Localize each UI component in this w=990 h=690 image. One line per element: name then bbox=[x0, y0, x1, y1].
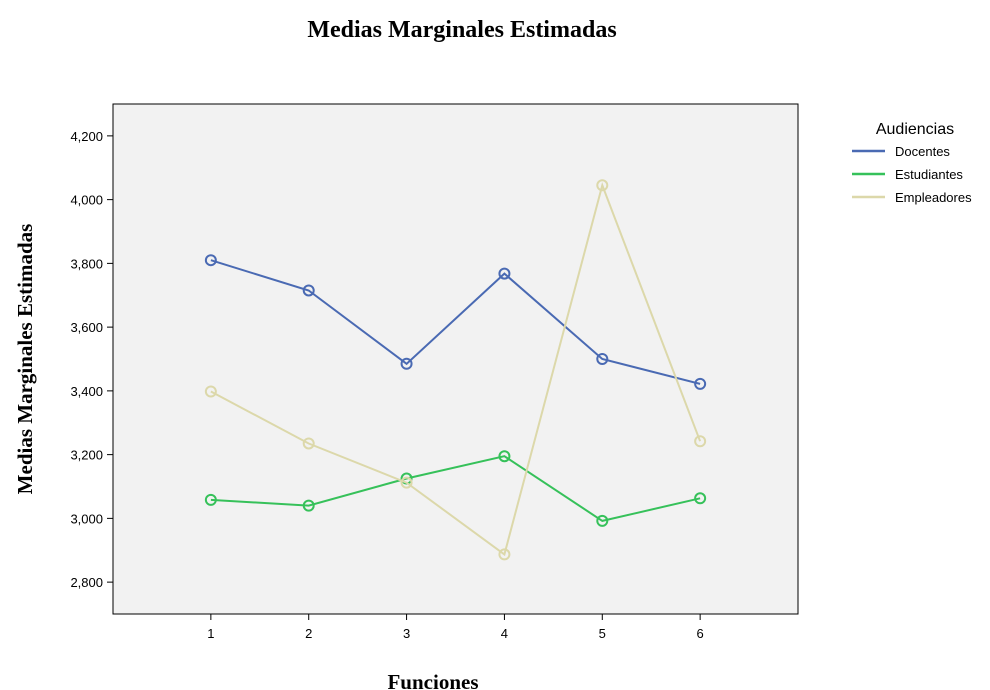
legend: Audiencias Docentes Estudiantes Empleadore… bbox=[852, 121, 972, 205]
x-axis: 1 2 3 4 5 6 bbox=[207, 614, 704, 641]
y-tick-label: 2,800 bbox=[70, 575, 103, 590]
legend-label: Docentes bbox=[895, 144, 950, 159]
chart-title: Medias Marginales Estimadas bbox=[307, 17, 616, 43]
y-tick-label: 3,800 bbox=[70, 256, 103, 271]
legend-item-empleadores: Empleadores bbox=[852, 190, 972, 205]
x-tick-label: 2 bbox=[305, 626, 312, 641]
legend-label: Estudiantes bbox=[895, 167, 963, 182]
y-tick-label: 3,600 bbox=[70, 320, 103, 335]
data-point-estudiantes bbox=[204, 493, 217, 506]
plot-area bbox=[112, 103, 799, 615]
data-point-estudiantes bbox=[498, 450, 511, 463]
series-layer bbox=[204, 179, 707, 561]
data-point-empleadores bbox=[596, 179, 609, 192]
series-empleadores bbox=[204, 179, 707, 561]
y-tick-label: 4,000 bbox=[70, 193, 103, 208]
data-point-estudiantes bbox=[596, 514, 609, 527]
data-point-docentes bbox=[694, 377, 707, 390]
series-docentes bbox=[204, 254, 707, 390]
series-line-empleadores bbox=[210, 182, 702, 557]
x-axis-label: Funciones bbox=[387, 670, 478, 690]
x-tick-label: 5 bbox=[599, 626, 606, 641]
data-point-empleadores bbox=[400, 476, 413, 489]
data-point-docentes bbox=[596, 353, 609, 365]
series-line-docentes bbox=[210, 259, 701, 385]
data-point-estudiantes bbox=[694, 492, 707, 505]
data-point-docentes bbox=[302, 284, 315, 297]
y-tick-label: 3,400 bbox=[70, 384, 103, 399]
series-line-estudiantes bbox=[210, 455, 701, 522]
data-point-estudiantes bbox=[302, 499, 315, 512]
x-tick-label: 4 bbox=[501, 626, 508, 641]
y-tick-label: 3,200 bbox=[70, 448, 103, 463]
legend-title: Audiencias bbox=[876, 121, 954, 138]
data-point-empleadores bbox=[694, 435, 707, 448]
data-point-empleadores bbox=[498, 548, 511, 561]
legend-label: Empleadores bbox=[895, 190, 972, 205]
data-point-docentes bbox=[498, 267, 511, 280]
y-tick-label: 4,200 bbox=[70, 129, 103, 144]
x-tick-label: 1 bbox=[207, 626, 214, 641]
y-axis-label: Medias Marginales Estimadas bbox=[13, 224, 37, 495]
x-tick-label: 3 bbox=[403, 626, 410, 641]
series-estudiantes bbox=[204, 450, 707, 527]
legend-item-docentes: Docentes bbox=[852, 144, 950, 159]
x-tick-label: 6 bbox=[697, 626, 704, 641]
data-point-empleadores bbox=[302, 437, 315, 450]
data-point-docentes bbox=[204, 254, 217, 267]
data-point-docentes bbox=[400, 357, 413, 370]
y-axis: 2,800 3,000 3,200 3,400 3,600 3,800 4,000 4,200 bbox=[70, 129, 113, 590]
data-point-empleadores bbox=[204, 385, 217, 398]
legend-item-estudiantes: Estudiantes bbox=[852, 167, 963, 182]
y-tick-label: 3,000 bbox=[70, 511, 103, 526]
